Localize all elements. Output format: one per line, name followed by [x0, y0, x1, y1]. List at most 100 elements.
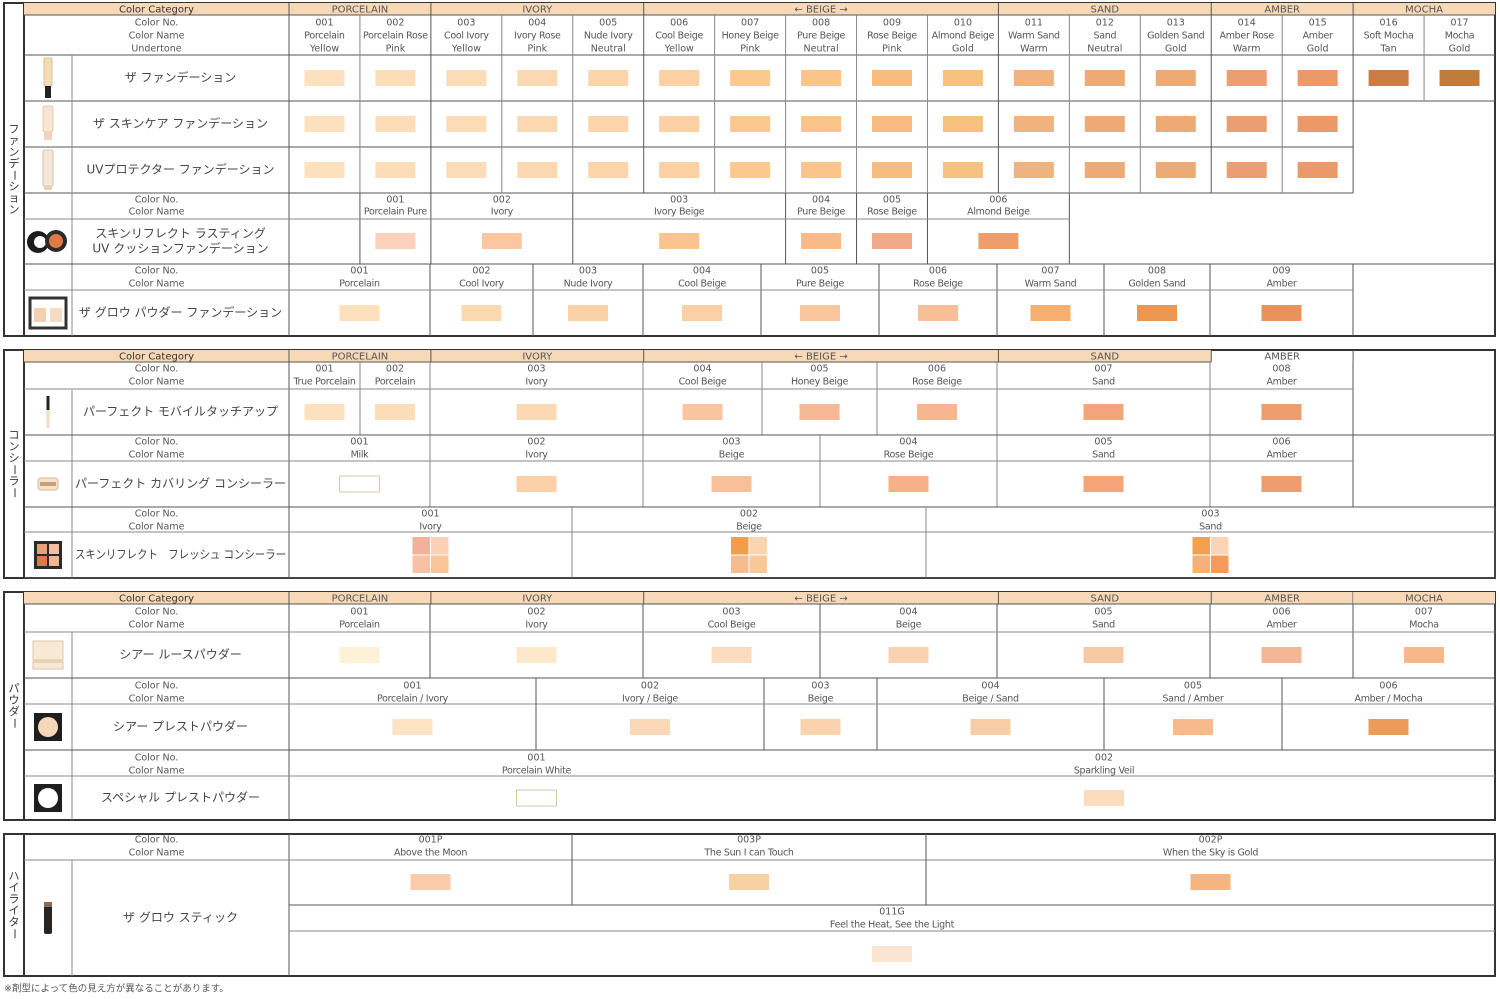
color-swatch — [730, 162, 771, 178]
shade-number: 015 — [1309, 18, 1327, 29]
shade-number: 004 — [693, 266, 711, 277]
concealer-palette-icon — [34, 541, 62, 569]
color-no-label: Color No. — [135, 18, 179, 29]
shade-number: 002 — [386, 364, 404, 375]
color-swatch — [1173, 719, 1213, 735]
shade-number: 009 — [1272, 266, 1290, 277]
section-label-char: デ — [9, 156, 20, 170]
shade-number: 004 — [528, 18, 546, 29]
shade-name: True Porcelain — [292, 377, 355, 388]
shade-number: 001 — [421, 509, 439, 520]
shade-number: 006 — [929, 266, 947, 277]
shade-name: Pure Beige — [796, 279, 844, 290]
color-swatch — [375, 116, 416, 132]
color-swatch — [375, 233, 416, 249]
shade-number: 003 — [722, 437, 740, 448]
shade-name: When the Sky is Gold — [1163, 848, 1258, 859]
category-bar — [24, 350, 1212, 362]
shade-name: Cool Beige — [678, 279, 726, 290]
shade-number: 007 — [1415, 607, 1433, 618]
category-porcelain: PORCELAIN — [332, 352, 389, 363]
shade-number: 010 — [954, 18, 972, 29]
color-swatch — [682, 404, 723, 420]
color-swatch — [872, 233, 912, 249]
shade-name: Amber — [1303, 31, 1333, 42]
category-amber: AMBER — [1264, 594, 1300, 605]
category-beige: ← BEIGE → — [794, 594, 847, 605]
category-amber: AMBER — [1264, 5, 1300, 16]
pressed-powder-compact-icon — [34, 713, 62, 741]
color-name-label: Color Name — [129, 848, 185, 859]
shade-number: 002 — [386, 18, 404, 29]
color-swatch — [1226, 116, 1267, 132]
shade-name: Porcelain — [339, 620, 380, 631]
shade-name: Sand — [1092, 377, 1115, 388]
shade-name: Beige — [719, 450, 745, 461]
section-label-char: コ — [9, 428, 20, 441]
shade-name: Mocha — [1409, 620, 1439, 631]
section-label: ファンデーション — [8, 122, 21, 216]
color-swatch — [749, 555, 767, 573]
section-label-char: パ — [9, 682, 20, 695]
shade-number: 004 — [812, 195, 830, 206]
category-mocha: MOCHA — [1405, 5, 1443, 16]
section-label: コンシーラー — [8, 428, 21, 498]
color-swatch — [1030, 305, 1071, 321]
shade-name: Sand — [1092, 620, 1115, 631]
shade-name: Pure Beige — [797, 31, 845, 42]
section-label-char: シ — [9, 451, 20, 464]
color-swatch — [431, 555, 449, 573]
shade-name: Sand — [1093, 31, 1116, 42]
shade-name: Golden Sand — [1147, 31, 1205, 42]
color-swatch — [588, 162, 629, 178]
section-label-char: ン — [9, 203, 20, 216]
category-sand: SAND — [1091, 352, 1120, 363]
shade-number: 004 — [981, 681, 999, 692]
category-amber: AMBER — [1264, 352, 1300, 363]
shade-name: Almond Beige — [932, 31, 995, 42]
color-category-label: Color Category — [119, 594, 194, 605]
shade-name: Amber — [1266, 450, 1296, 461]
shade-name: Porcelain / Ivory — [377, 694, 449, 705]
shade-name: Feel the Heat, See the Light — [830, 920, 955, 931]
category-bar — [24, 3, 1495, 15]
shade-name: Sparkling Veil — [1074, 766, 1134, 777]
category-porcelain: PORCELAIN — [332, 5, 389, 16]
category-ivory: IVORY — [522, 5, 553, 16]
color-swatch — [392, 719, 433, 735]
product-name: スペシャル プレストパウダー — [101, 790, 260, 805]
foundation-bottle-icon — [43, 57, 53, 98]
color-swatch — [516, 404, 557, 420]
color-swatch — [1261, 476, 1302, 492]
color-swatch — [872, 162, 912, 178]
product-name: シアー プレストパウダー — [113, 719, 248, 734]
shade-name: Beige — [896, 620, 922, 631]
cushion-compact-icon — [27, 230, 67, 253]
shade-number: 005 — [599, 18, 617, 29]
shade-name: Nude Ivory — [564, 279, 613, 290]
color-name-label: Color Name — [129, 31, 185, 42]
shade-name: Porcelain — [339, 279, 380, 290]
color-swatch — [1013, 116, 1054, 132]
color-swatch — [1368, 70, 1409, 86]
color-swatch — [749, 537, 767, 555]
color-swatch — [730, 70, 771, 86]
color-no-label: Color No. — [135, 509, 179, 520]
category-bar — [24, 592, 1354, 604]
shade-number: 005 — [1094, 607, 1112, 618]
color-swatch — [888, 647, 929, 663]
product-name: ザ ファンデーション — [125, 70, 237, 85]
shade-number: 006 — [928, 364, 946, 375]
shade-number: 004 — [899, 607, 917, 618]
color-swatch — [1211, 555, 1229, 573]
product-name: シアー ルースパウダー — [119, 647, 242, 662]
shade-number: 005 — [883, 195, 901, 206]
shade-number: 005 — [1184, 681, 1202, 692]
shade-number: 013 — [1167, 18, 1185, 29]
shade-number: 011G — [879, 907, 905, 918]
color-swatch — [659, 162, 700, 178]
undertone-label: Undertone — [131, 44, 181, 55]
color-name-label: Color Name — [129, 450, 185, 461]
color-name-label: Color Name — [129, 279, 185, 290]
color-swatch — [872, 70, 912, 86]
